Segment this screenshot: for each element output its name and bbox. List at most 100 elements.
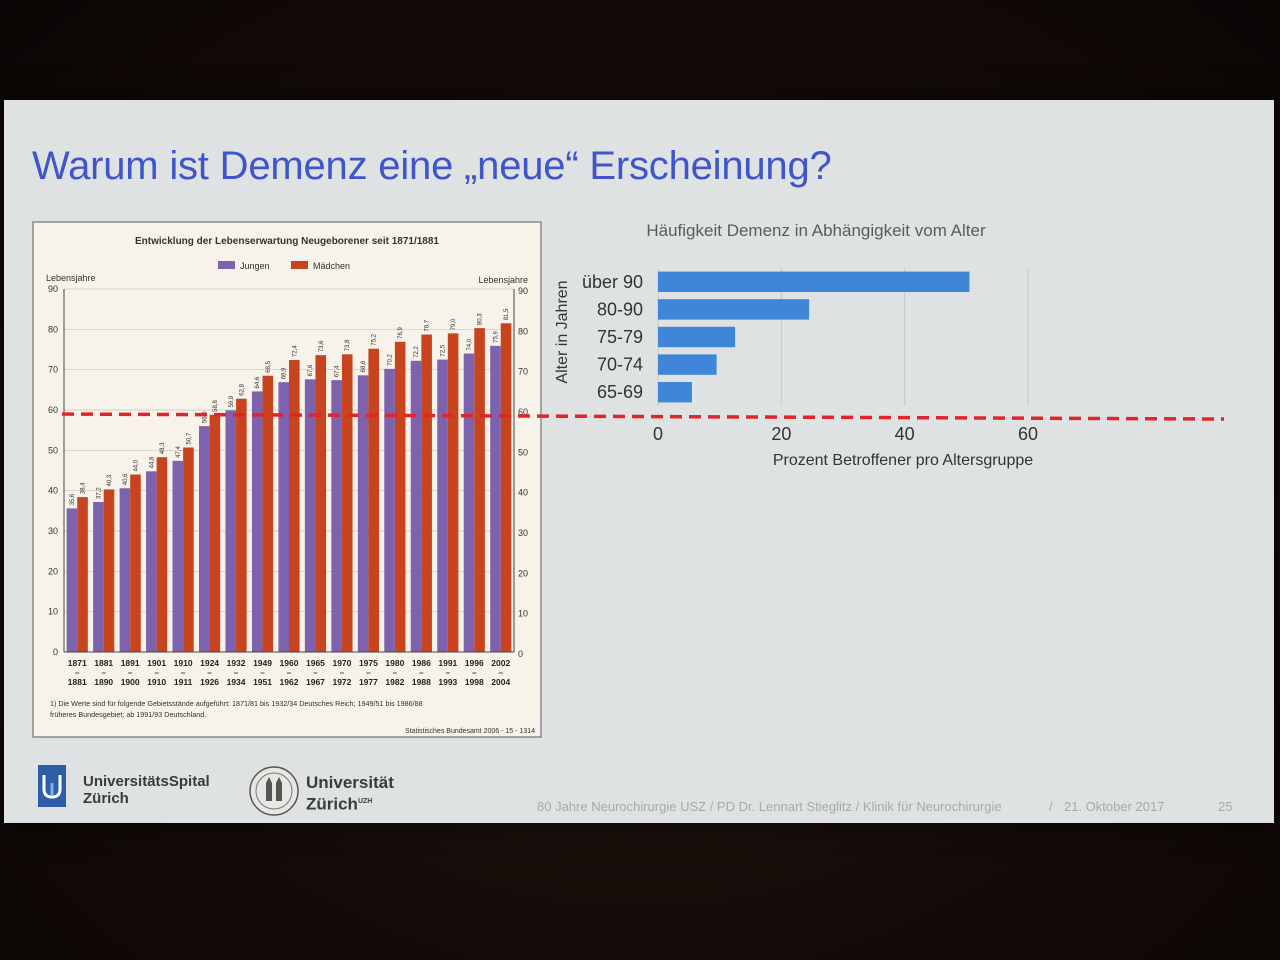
bar-jungen (490, 345, 501, 652)
x-tick-label-end: 1881 (68, 677, 87, 687)
footnote-line-2: früheres Bundesgebiet; ab 1991/93 Deutsc… (50, 710, 206, 719)
x-tick-label-end: 1962 (280, 677, 299, 687)
bar-value-label: 47,4 (176, 445, 182, 457)
reference-line (61, 412, 1225, 421)
y-tick-label: 90 (48, 284, 58, 294)
bar-value-label: 74,0 (467, 338, 473, 350)
bar-value-label: 68,6 (361, 360, 367, 372)
bar-value-label: 56,0 (202, 411, 208, 423)
age-group-label: 80-90 (597, 299, 643, 319)
bar-maedchen (209, 414, 221, 652)
bar-value-label: 50,7 (186, 432, 192, 444)
dementia-bar (658, 354, 717, 375)
y-tick-label-right: 30 (518, 528, 528, 538)
right-y-axis-label: Lebensjahre (478, 275, 528, 285)
x-tick-label-start: 1975 (359, 658, 378, 668)
y-tick-label: 0 (53, 647, 58, 657)
y-tick-label: 50 (48, 445, 58, 455)
uzh-name-line1: Universität (306, 773, 394, 792)
uzh-logo-text: Universität ZürichUZH (306, 773, 394, 814)
x-tick-label-end: 1900 (121, 677, 140, 687)
bar-jungen (384, 368, 395, 652)
bar-jungen (66, 508, 78, 652)
bar-maedchen (500, 323, 512, 652)
bar-maedchen (341, 354, 353, 652)
bar-value-label: 58,8 (213, 399, 219, 411)
usz-logo-text: UniversitätsSpital Zürich (83, 773, 210, 807)
life-expectancy-chart: Entwicklung der Lebenserwartung Neugebor… (32, 221, 542, 738)
uzh-seal-icon (249, 766, 299, 816)
footer-text: 80 Jahre Neurochirurgie USZ / PD Dr. Len… (537, 799, 1002, 814)
dementia-chart-title: Häufigkeit Demenz in Abhängigkeit vom Al… (646, 221, 986, 240)
bar-value-label: 67,6 (308, 364, 314, 376)
x-tick-label-start: 1960 (280, 658, 299, 668)
chart-source: Statistisches Bundesamt 2006 - 15 - 1314 (405, 728, 535, 735)
bar-maedchen (474, 328, 485, 652)
footer-separator: / (1049, 799, 1053, 814)
bar-value-label: 62,8 (239, 383, 245, 395)
age-group-label: 70-74 (597, 355, 643, 375)
dementia-bar (658, 271, 970, 293)
y-tick-label: 30 (48, 526, 58, 536)
uzh-superscript: UZH (357, 798, 373, 805)
bar-maedchen (262, 375, 274, 652)
uzh-name-line2: Zürich (306, 794, 358, 814)
bar-maedchen (315, 355, 327, 652)
bar-value-label: 80,3 (478, 313, 484, 325)
usz-logo-icon (38, 765, 66, 807)
uzh-seal (248, 765, 300, 817)
bar-jungen (463, 353, 475, 652)
bar-value-label: 44,8 (149, 456, 155, 468)
bar-value-label: 67,4 (335, 365, 341, 377)
bar-jungen (410, 360, 422, 652)
x-tick-label-start: 1881 (94, 658, 113, 668)
bar-value-label: 72,4 (292, 345, 298, 357)
bar-jungen (199, 426, 210, 652)
bar-value-label: 73,6 (319, 340, 325, 352)
bar-value-label: 73,8 (345, 339, 351, 351)
bar-maedchen (77, 497, 88, 652)
bar-maedchen (236, 398, 247, 652)
legend-swatch-jungen (218, 261, 235, 269)
x-tick-label: 0 (653, 424, 663, 444)
bar-maedchen (421, 334, 432, 652)
dementia-bar (658, 326, 736, 348)
x-tick-label-start: 1996 (465, 658, 484, 668)
x-tick-label-start: 1980 (385, 658, 404, 668)
bar-maedchen (447, 333, 459, 652)
y-tick-label-right: 0 (518, 649, 523, 659)
bar-jungen (172, 460, 184, 652)
x-tick-label: 20 (771, 424, 791, 444)
bar-jungen (146, 471, 157, 652)
y-tick-label: 40 (48, 486, 58, 496)
x-tick-label: 40 (895, 424, 915, 444)
usz-name-line1: UniversitätsSpital (83, 773, 210, 790)
x-tick-label-end: 1890 (94, 677, 113, 687)
usz-logo (38, 765, 66, 807)
bar-value-label: 68,5 (266, 360, 272, 372)
y-tick-label: 20 (48, 566, 58, 576)
bar-value-label: 79,0 (451, 318, 457, 330)
y-tick-label-right: 60 (518, 407, 528, 417)
y-tick-label: 80 (48, 324, 58, 334)
bar-value-label: 40,6 (123, 473, 129, 485)
bar-maedchen (368, 348, 379, 652)
y-tick-label-right: 90 (518, 286, 528, 296)
x-tick-label-end: 2004 (491, 677, 510, 687)
bar-maedchen (394, 341, 406, 652)
x-tick-label: 60 (1018, 424, 1038, 444)
x-tick-label-end: 1911 (174, 677, 193, 687)
x-tick-label-end: 1977 (359, 677, 378, 687)
y-tick-label-right: 70 (518, 367, 528, 377)
bar-jungen (225, 410, 237, 652)
x-tick-label-start: 1871 (68, 658, 87, 668)
bar-value-label: 40,3 (107, 474, 113, 486)
x-tick-label-end: 1998 (465, 677, 484, 687)
bar-maedchen (130, 474, 141, 652)
x-tick-label-start: 2002 (491, 658, 510, 668)
y-tick-label-right: 40 (518, 488, 528, 498)
y-tick-label-right: 80 (518, 326, 528, 336)
bar-value-label: 75,2 (372, 333, 378, 345)
age-group-label: über 90 (582, 272, 643, 292)
bar-value-label: 70,2 (388, 354, 394, 366)
